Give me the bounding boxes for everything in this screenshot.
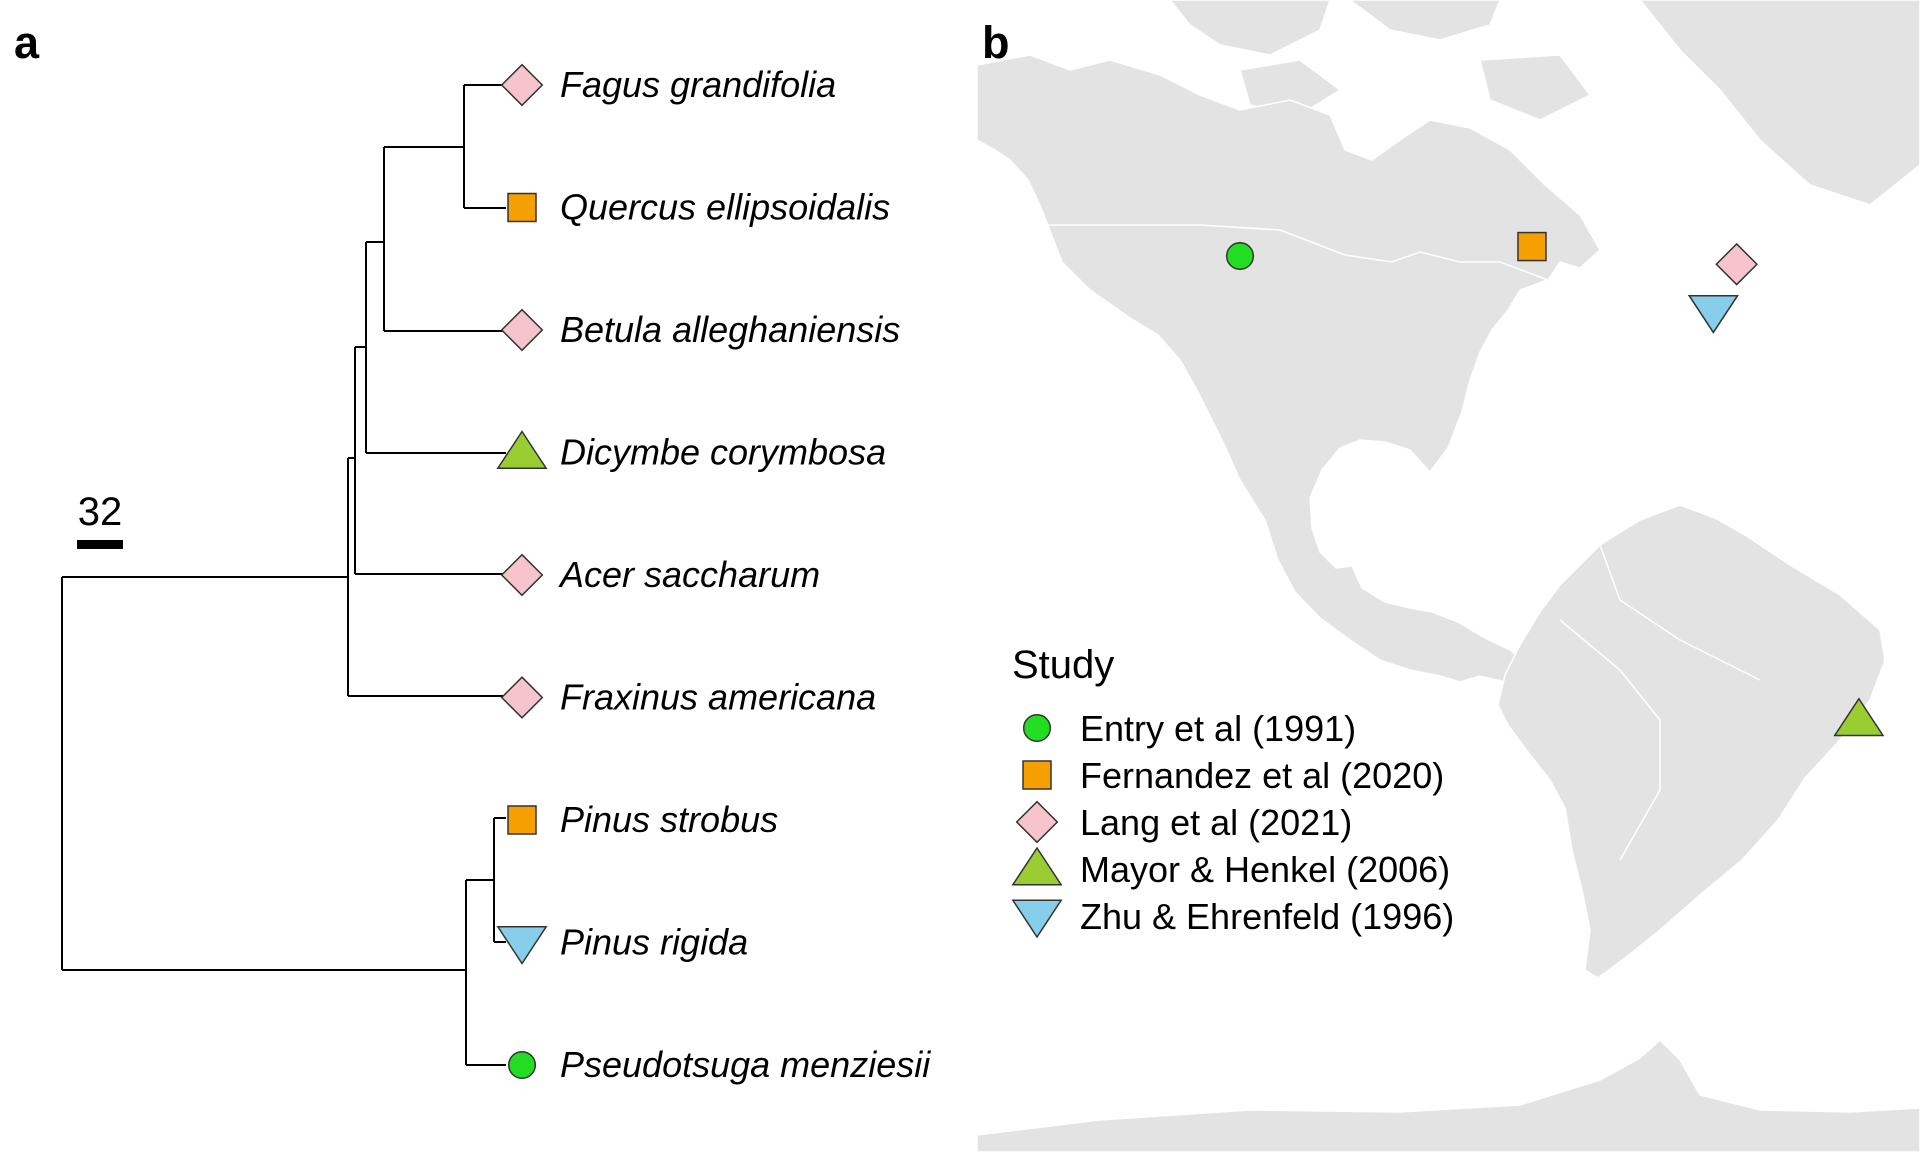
tip-marker-triangle-down <box>496 926 548 965</box>
tip-marker-circle <box>507 1050 537 1080</box>
arctic-islands <box>1169 0 1592 121</box>
map-marker-circle <box>1225 241 1255 271</box>
tip-label: Betula alleghaniensis <box>560 309 900 350</box>
legend-title: Study <box>1012 643 1114 687</box>
scale-bar-label: 32 <box>78 490 123 534</box>
legend-label: Zhu & Ehrenfeld (1996) <box>1080 896 1454 937</box>
tip-marker-diamond <box>500 676 544 719</box>
south-america <box>1497 504 1886 979</box>
tip-marker-triangle-up <box>496 430 548 469</box>
map-marker-square <box>1517 231 1547 262</box>
tip-marker-square <box>507 192 537 223</box>
legend-items: Entry et al (1991) Fernandez et al (2020)… <box>1011 708 1454 939</box>
tip-label: Fagus grandifolia <box>560 64 836 105</box>
tip-label: Fraxinus americana <box>560 677 876 718</box>
legend-marker-triangle-up <box>1011 846 1063 886</box>
map-markers <box>1225 231 1885 737</box>
map-marker-diamond <box>1715 242 1759 286</box>
north-america <box>976 54 1601 691</box>
panel-label-a: a <box>14 17 40 68</box>
legend-marker-circle <box>1022 713 1052 743</box>
country-borders <box>1045 224 1761 861</box>
tip-labels: Fagus grandifolia Quercus ellipsoidalis Be… <box>558 64 931 1085</box>
legend-marker-triangle-down <box>1011 899 1063 939</box>
tip-marker-diamond <box>500 308 544 352</box>
tip-marker-diamond <box>500 553 544 597</box>
legend-marker-diamond <box>1015 800 1059 844</box>
scale-bar <box>77 540 123 549</box>
map-marker-triangle-up <box>1833 697 1885 737</box>
tip-label: Quercus ellipsoidalis <box>560 187 890 228</box>
legend: Study Entry et al (1991) Fernandez et al … <box>1011 643 1454 939</box>
legend-label: Fernandez et al (2020) <box>1080 755 1444 796</box>
tip-label: Acer saccharum <box>558 554 820 595</box>
tip-label: Pinus rigida <box>560 922 748 963</box>
tip-markers <box>496 63 548 1080</box>
antarctica <box>976 1038 1920 1152</box>
panel-label-b: b <box>982 17 1010 68</box>
tip-marker-diamond <box>500 63 544 107</box>
tree-branches <box>61 84 506 1066</box>
tip-label: Pseudotsuga menziesii <box>560 1044 931 1085</box>
tip-label: Pinus strobus <box>560 799 778 840</box>
legend-marker-square <box>1022 760 1052 790</box>
legend-label: Mayor & Henkel (2006) <box>1080 849 1450 890</box>
study-site-map <box>976 0 1920 1152</box>
map-marker-triangle-down <box>1687 294 1739 334</box>
legend-label: Lang et al (2021) <box>1080 802 1352 843</box>
legend-label: Entry et al (1991) <box>1080 708 1356 749</box>
tip-label: Dicymbe corymbosa <box>560 432 886 473</box>
greenland <box>1639 0 1920 206</box>
tip-marker-square <box>507 805 537 835</box>
phylogenetic-tree: 32 <box>61 84 506 1066</box>
